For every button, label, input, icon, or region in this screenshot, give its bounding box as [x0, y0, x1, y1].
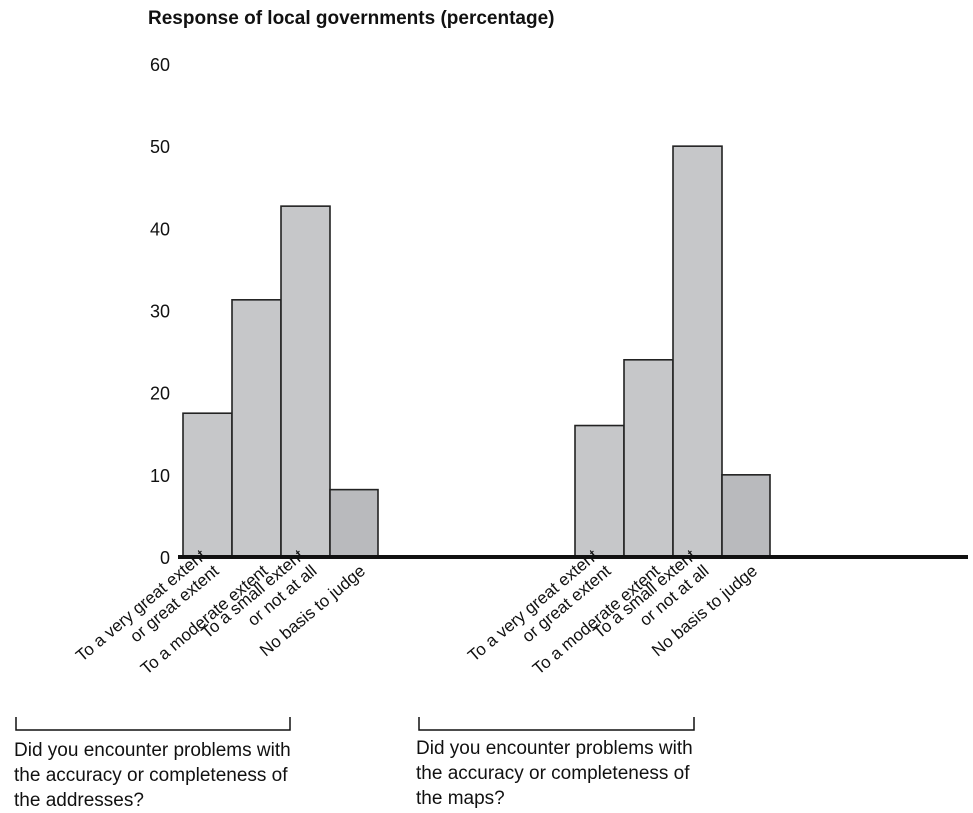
y-tick-label-20: 20 — [150, 384, 170, 404]
y-tick-label-40: 40 — [150, 219, 170, 239]
y-tick-label-0: 0 — [160, 548, 170, 568]
group-bracket-1 — [15, 717, 291, 731]
y-tick-label-50: 50 — [150, 137, 170, 157]
bar-group2-2 — [623, 358, 674, 558]
group-caption-addresses: Did you encounter problems with the accu… — [14, 740, 291, 811]
bar-group1-3 — [280, 205, 331, 558]
bar-group1-1 — [182, 412, 233, 558]
bar-group2-3 — [672, 145, 723, 558]
y-axis-title: Response of local governments (percentag… — [148, 8, 555, 29]
bar-group2-4 — [721, 474, 771, 558]
bar-group2-1 — [574, 424, 625, 558]
y-tick-label-30: 30 — [150, 302, 170, 322]
y-tick-label-60: 60 — [150, 55, 170, 75]
group-bracket-2 — [418, 717, 695, 731]
group-caption-maps: Did you encounter problems with the accu… — [416, 738, 693, 809]
bar-group1-2 — [231, 299, 282, 558]
bar-group1-4 — [329, 488, 379, 558]
y-tick-label-10: 10 — [150, 466, 170, 486]
